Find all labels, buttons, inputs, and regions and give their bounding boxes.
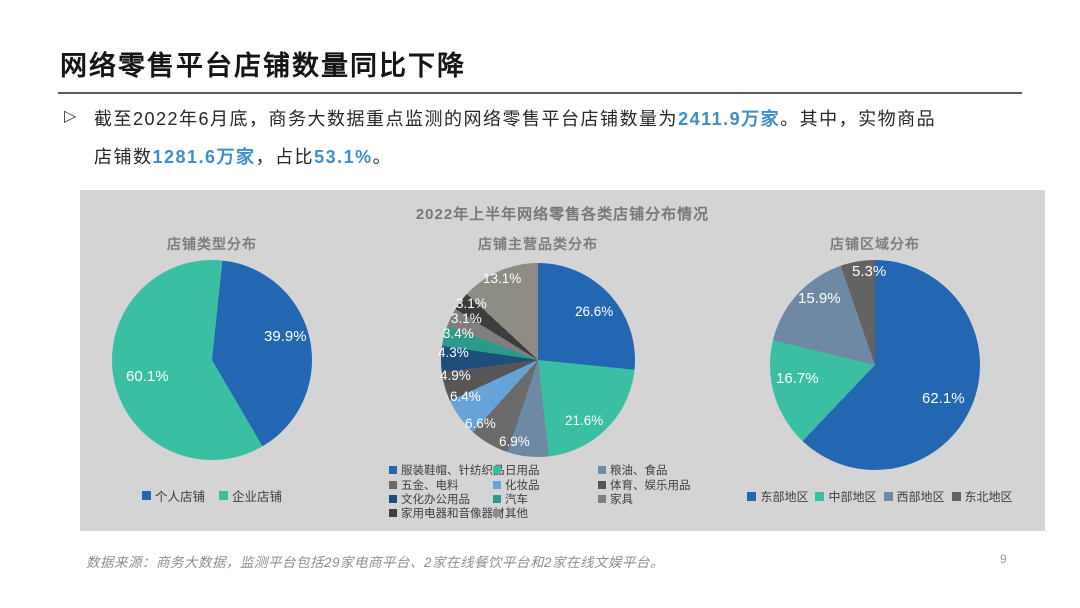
legend-label: 东北地区 — [964, 490, 1013, 504]
pie-chart-category: 26.6% 21.6% 6.9% 6.6% 6.4% 4.9% 4.3% 3.4… — [438, 263, 635, 457]
legend-swatch — [493, 466, 501, 474]
legend-label: 体育、娱乐用品 — [610, 480, 691, 492]
pie-slice-label: 5.3% — [852, 263, 887, 280]
legend-label: 家具 — [610, 494, 633, 506]
summary-text-segment: ，占比 — [255, 147, 315, 167]
legend-swatch — [598, 481, 606, 489]
legend-swatch — [815, 492, 825, 501]
legend-store-type: 个人店铺 企业店铺 — [112, 486, 312, 505]
legend-swatch — [598, 466, 606, 474]
charts-panel-title: 2022年上半年网络零售各类店铺分布情况 — [415, 206, 710, 223]
chart-title-store-type: 店铺类型分布 — [167, 236, 257, 252]
summary-text-segment: 。 — [372, 147, 393, 167]
legend-swatch — [389, 509, 397, 517]
pie-slice-label: 39.9% — [264, 328, 307, 345]
legend-item: 汽车 — [493, 491, 528, 507]
legend-label: 汽车 — [505, 494, 528, 506]
legend-item: 东部地区 — [747, 488, 808, 505]
pie-slice-label: 21.6% — [565, 413, 604, 428]
page-title: 网络零售平台店铺数量同比下降 — [60, 51, 466, 81]
legend-label: 五金、电料 — [401, 480, 459, 492]
pie-slice-label: 4.3% — [438, 345, 469, 360]
legend-item: 化妆品 — [493, 477, 540, 493]
legend-label: 日用品 — [505, 465, 540, 477]
legend-item: 西部地区 — [883, 488, 945, 505]
legend-swatch — [389, 481, 397, 489]
pie-slice-label: 6.4% — [450, 389, 481, 404]
legend-item: 文化办公用品 — [389, 491, 470, 507]
legend-swatch — [951, 492, 961, 501]
summary-text-segment: 。其中，实物商品店铺数 — [94, 109, 937, 167]
legend-swatch — [747, 492, 757, 501]
legend-label: 中部地区 — [828, 490, 877, 504]
legend-label: 企业店铺 — [232, 490, 283, 504]
legend-swatch — [493, 481, 501, 489]
legend-label: 东部地区 — [760, 490, 809, 504]
legend-label: 个人店铺 — [154, 490, 205, 504]
legend-label: 家用电器和音像器材 — [401, 508, 505, 520]
pie-slice-label: 3.1% — [456, 296, 487, 311]
legend-swatch — [883, 492, 893, 501]
legend-label: 粮油、食品 — [610, 465, 668, 477]
legend-item: 家具 — [598, 491, 633, 507]
summary-highlight-value: 2411.9万家 — [678, 109, 781, 129]
pie-slice-label: 62.1% — [922, 390, 965, 407]
legend-label: 西部地区 — [896, 490, 945, 504]
legend-swatch — [141, 491, 151, 500]
pie-slice-label: 6.6% — [465, 416, 496, 431]
legend-swatch — [493, 509, 501, 517]
legend-item: 个人店铺 — [141, 486, 205, 505]
legend-swatch — [389, 495, 397, 503]
legend-swatch — [598, 495, 606, 503]
legend-item: 家用电器和音像器材 — [389, 505, 505, 521]
legend-item: 企业店铺 — [219, 486, 282, 505]
pie-chart-store-type: 39.9% 60.1% — [112, 260, 312, 460]
chart-title-category: 店铺主营品类分布 — [478, 236, 598, 252]
pie-slice-label: 4.9% — [440, 368, 471, 383]
pie-slice-label: 6.9% — [499, 434, 530, 449]
legend-region: 东部地区 中部地区 西部地区 东北地区 — [735, 488, 1025, 505]
legend-swatch — [219, 491, 228, 500]
legend-label: 服装鞋帽、针纺织品 — [401, 465, 505, 477]
legend-item: 其他 — [493, 505, 528, 521]
legend-label: 文化办公用品 — [401, 494, 470, 506]
legend-item: 中部地区 — [815, 488, 877, 505]
legend-item: 东北地区 — [951, 488, 1013, 505]
pie-slice-label: 3.1% — [451, 311, 482, 326]
pie-chart-region: 62.1% 16.7% 15.9% 5.3% — [770, 260, 980, 470]
pie-slice-label: 60.1% — [126, 368, 169, 385]
pie-slice-label: 26.6% — [575, 304, 614, 319]
summary-text-segment: 截至2022年6月底，商务大数据重点监测的网络零售平台店铺数量为 — [94, 109, 679, 129]
legend-item: 粮油、食品 — [598, 462, 668, 478]
chart-title-region: 店铺区域分布 — [830, 236, 920, 252]
legend-label: 化妆品 — [505, 480, 540, 492]
summary-highlight-value: 1281.6万家 — [152, 147, 256, 167]
summary-paragraph: 截至2022年6月底，商务大数据重点监测的网络零售平台店铺数量为2411.9万家… — [94, 100, 950, 176]
legend-item: 服装鞋帽、针纺织品 — [389, 462, 505, 478]
pie-slice-label: 16.7% — [776, 370, 819, 387]
title-underline — [58, 92, 1022, 94]
legend-swatch — [493, 495, 501, 503]
legend-item: 五金、电料 — [389, 477, 459, 493]
pie-slice-label: 3.4% — [443, 326, 474, 341]
pie-slice-label: 13.1% — [483, 271, 522, 286]
legend-swatch — [389, 466, 397, 474]
data-source-note: 数据来源：商务大数据，监测平台包括29家电商平台、2家在线餐饮平台和2家在线文娱… — [86, 555, 665, 570]
page-number: 9 — [1000, 552, 1007, 566]
bullet-arrow-icon: ▷ — [64, 108, 77, 125]
legend-item: 体育、娱乐用品 — [598, 477, 691, 493]
summary-highlight-value: 53.1% — [314, 147, 373, 167]
legend-item: 日用品 — [493, 462, 540, 478]
charts-panel: 2022年上半年网络零售各类店铺分布情况 店铺类型分布 店铺主营品类分布 店铺区… — [80, 190, 1045, 531]
legend-label: 其他 — [505, 508, 528, 520]
pie-slice-label: 15.9% — [798, 290, 841, 307]
